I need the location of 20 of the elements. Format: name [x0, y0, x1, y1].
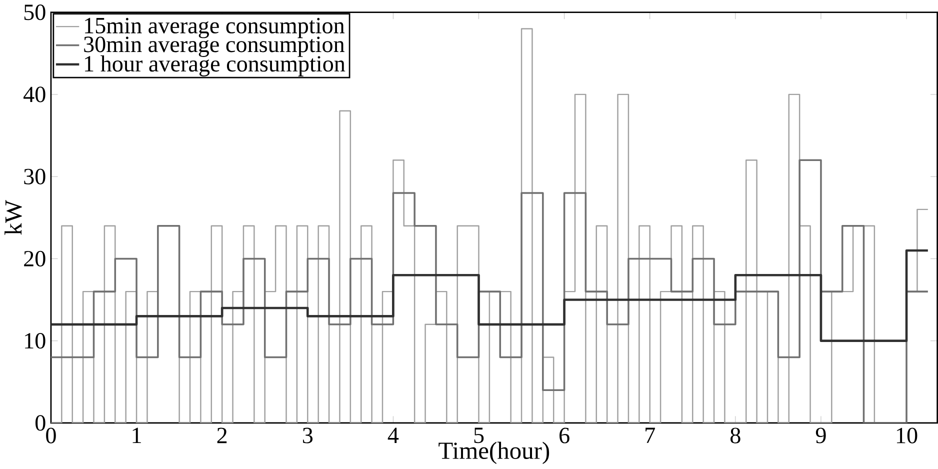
x-tick-label: 1 — [132, 428, 141, 444]
y-tick-label: 20 — [24, 251, 46, 267]
x-tick-label: 6 — [560, 428, 570, 444]
x-tick-label: 5 — [474, 428, 484, 444]
x-axis-title: Time(hour) — [438, 442, 550, 464]
y-axis-title: kW — [4, 200, 22, 236]
x-tick-label: 0 — [46, 428, 56, 444]
x-tick-label: 3 — [302, 428, 313, 444]
y-tick-label: 10 — [25, 333, 46, 349]
y-tick-label: 30 — [24, 169, 46, 185]
y-tick-label: 0 — [35, 415, 46, 432]
x-tick-label: 9 — [816, 428, 826, 444]
legend-label: 1 hour average consumption — [85, 56, 346, 77]
y-tick-label: 40 — [24, 86, 46, 102]
x-tick-label: 10 — [896, 428, 918, 444]
y-tick-label: 50 — [24, 4, 46, 20]
x-tick-label: 4 — [388, 428, 399, 444]
x-tick-label: 8 — [730, 428, 740, 444]
x-tick-label: 7 — [646, 428, 655, 444]
x-tick-label: 2 — [217, 428, 227, 444]
